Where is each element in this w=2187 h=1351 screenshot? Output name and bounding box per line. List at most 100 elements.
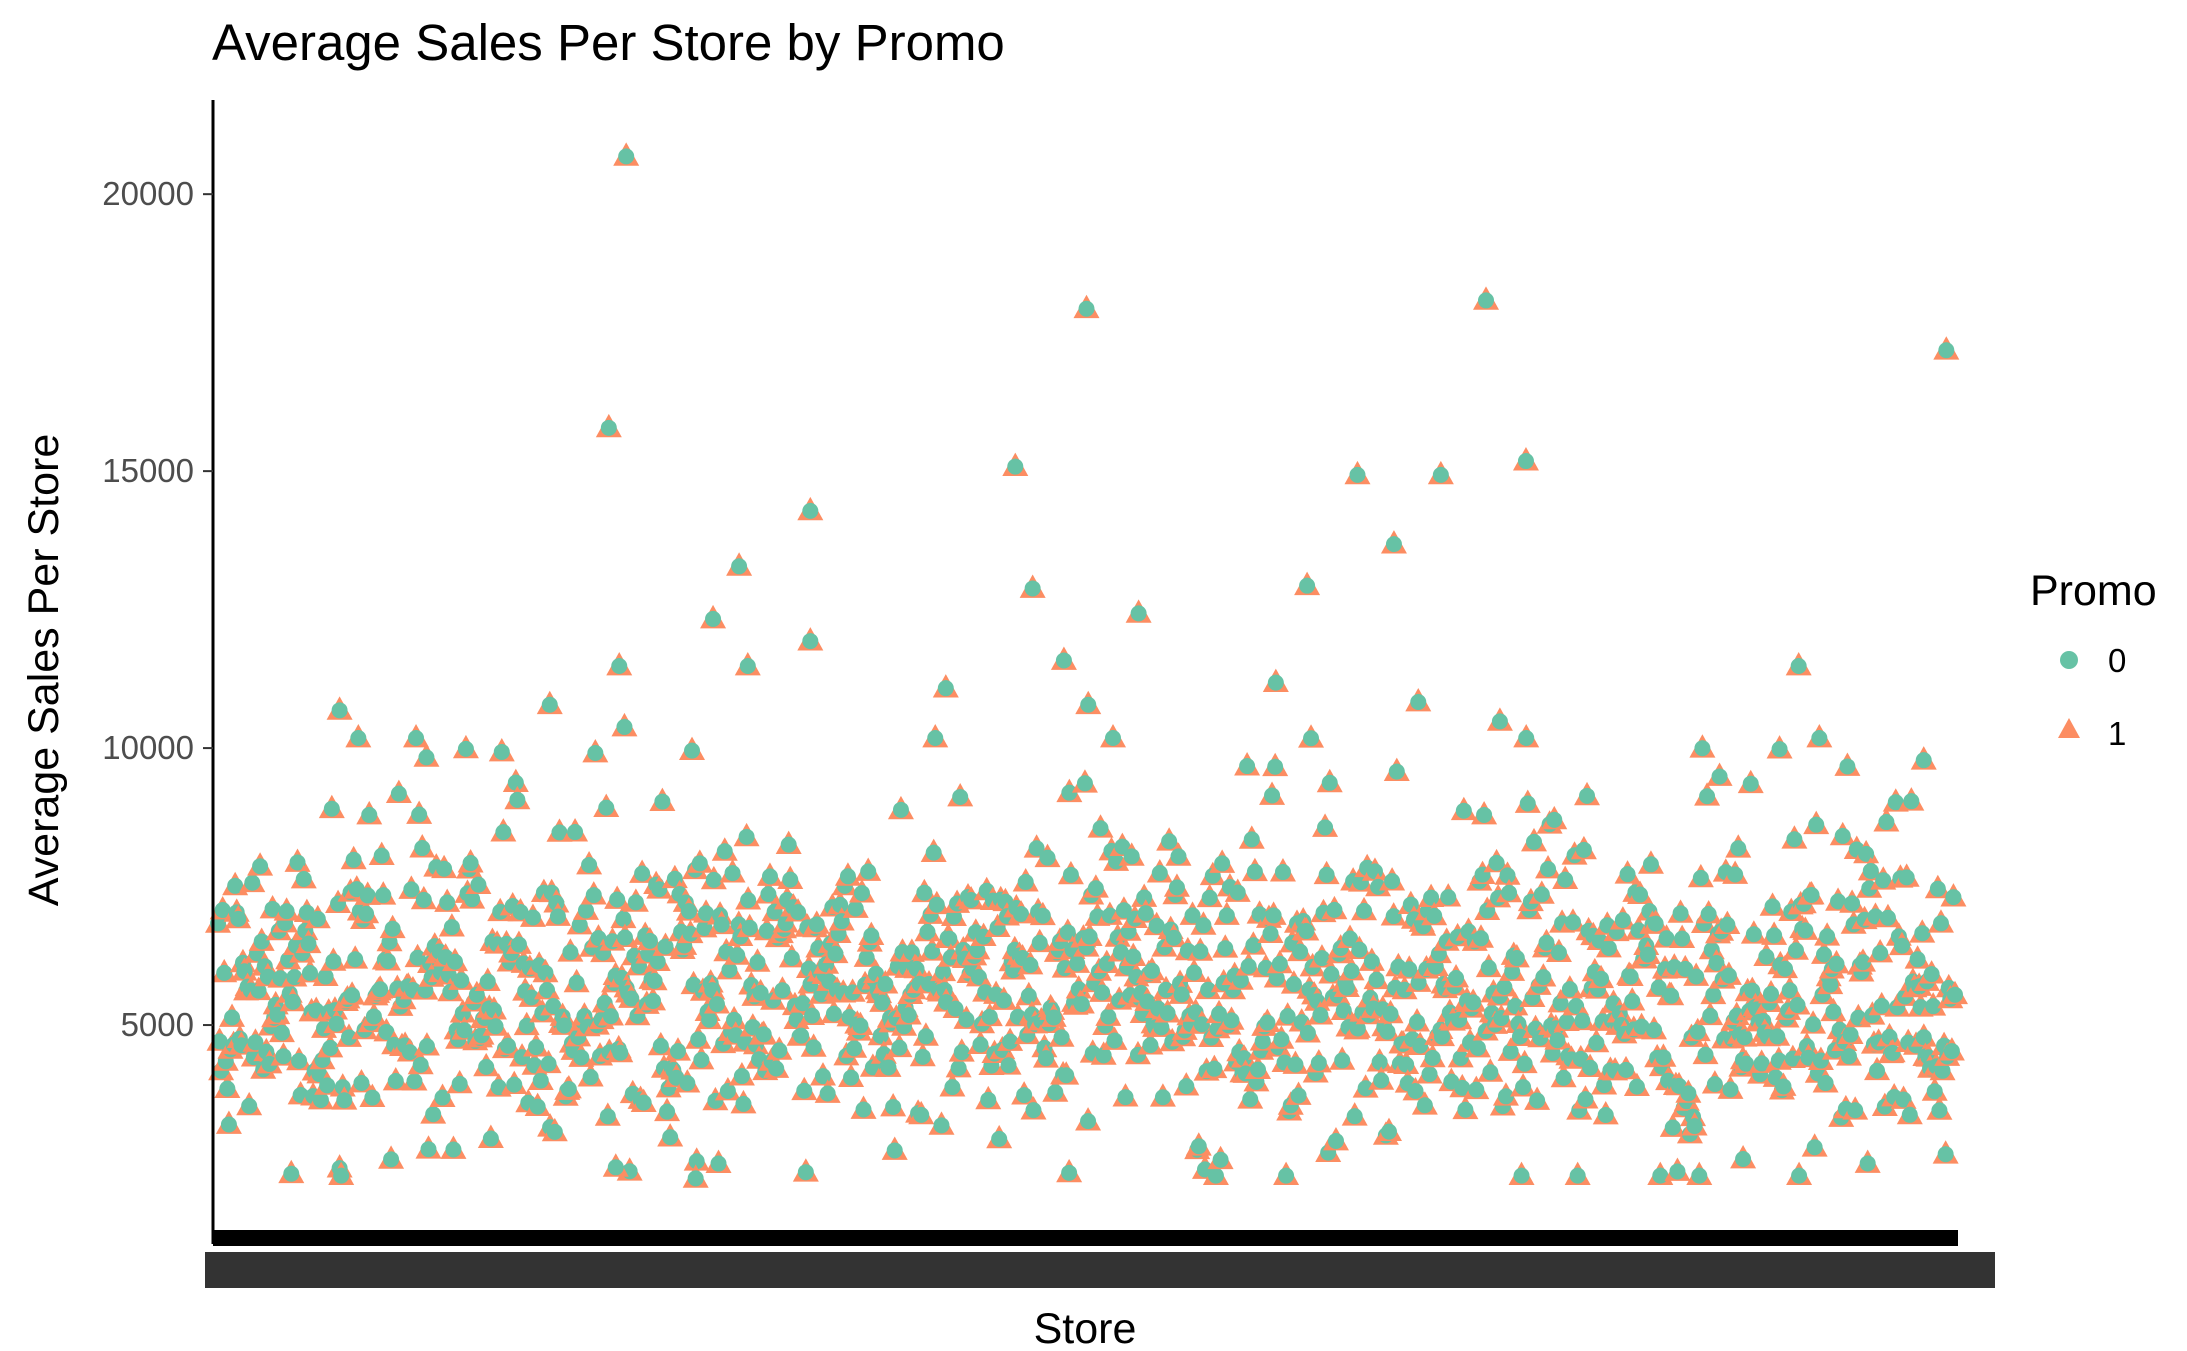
data-point-promo-0: [510, 936, 527, 953]
data-point-promo-0: [1624, 993, 1641, 1010]
data-point-promo-0: [1881, 1028, 1898, 1045]
data-point-promo-0: [1884, 1044, 1901, 1061]
data-point-promo-0: [1839, 758, 1856, 775]
data-point-promo-0: [1786, 831, 1803, 848]
data-point-promo-0: [309, 910, 326, 927]
data-point-promo-0: [524, 909, 541, 926]
data-point-promo-0: [1073, 996, 1090, 1013]
data-point-promo-0: [1700, 906, 1717, 923]
data-point-promo-0: [325, 953, 342, 970]
data-point-promo-0: [1290, 1087, 1307, 1104]
data-point-promo-0: [933, 1117, 950, 1134]
data-point-promo-0: [1448, 970, 1465, 987]
data-point-promo-0: [1440, 889, 1457, 906]
data-point-promo-0: [353, 1075, 370, 1092]
data-point-promo-0: [241, 1097, 258, 1114]
data-point-promo-0: [1007, 458, 1024, 475]
data-point-promo-0: [1735, 1150, 1752, 1167]
data-point-promo-0: [1432, 466, 1449, 483]
data-point-promo-0: [687, 1170, 704, 1187]
data-point-promo-0: [447, 953, 464, 970]
data-point-promo-0: [1370, 878, 1387, 895]
y-axis-title: Average Sales Per Store: [20, 434, 68, 906]
data-point-promo-0: [345, 851, 362, 868]
data-point-promo-0: [227, 877, 244, 894]
data-point-promo-0: [1016, 1087, 1033, 1104]
data-point-promo-0: [612, 1044, 629, 1061]
data-point-promo-0: [545, 998, 562, 1015]
data-point-promo-0: [1711, 768, 1728, 785]
data-point-promo-0: [868, 965, 885, 982]
data-point-promo-0: [487, 1018, 504, 1035]
data-point-promo-0: [794, 995, 811, 1012]
legend: Promo 0 1: [2030, 567, 2157, 752]
data-point-promo-0: [291, 1052, 308, 1069]
data-point-promo-0: [1039, 849, 1056, 866]
data-point-promo-0: [412, 1056, 429, 1073]
data-point-promo-0: [1356, 902, 1373, 919]
data-point-promo-0: [549, 908, 566, 925]
data-point-promo-0: [1115, 902, 1132, 919]
data-point-promo-0: [541, 696, 558, 713]
data-point-promo-0: [512, 903, 529, 920]
data-point-promo-0: [1159, 1005, 1176, 1022]
data-point-promo-0: [1343, 963, 1360, 980]
data-point-promo-0: [1895, 1091, 1912, 1108]
data-point-promo-0: [1564, 914, 1581, 931]
data-point-promo-0: [1893, 937, 1910, 954]
data-point-promo-0: [741, 919, 758, 936]
data-point-promo-0: [1025, 1102, 1042, 1119]
data-point-promo-0: [698, 905, 715, 922]
data-point-promo-0: [1457, 1101, 1474, 1118]
data-point-promo-0: [490, 1079, 507, 1096]
data-point-promo-0: [1278, 1167, 1295, 1184]
data-point-promo-0: [250, 982, 267, 999]
data-point-promo-0: [1901, 1106, 1918, 1123]
data-point-promo-0: [1326, 901, 1343, 918]
data-point-promo-0: [470, 876, 487, 893]
data-point-promo-0: [1271, 955, 1288, 972]
data-point-promo-0: [328, 1015, 345, 1032]
data-point-promo-0: [1212, 1151, 1229, 1168]
data-point-promo-0: [1214, 855, 1231, 872]
data-point-promo-0: [1519, 795, 1536, 812]
data-point-promo-0: [585, 887, 602, 904]
data-point-promo-0: [401, 1044, 418, 1061]
data-point-promo-0: [1781, 982, 1798, 999]
data-point-promo-0: [1766, 927, 1783, 944]
data-point-promo-0: [1028, 840, 1045, 857]
data-point-promo-0: [331, 702, 348, 719]
data-point-promo-0: [739, 658, 756, 674]
data-point-promo-0: [1465, 994, 1482, 1011]
data-point-promo-0: [1380, 1123, 1397, 1140]
data-point-promo-0: [1538, 934, 1555, 951]
data-point-promo-0: [1080, 696, 1097, 713]
data-point-promo-0: [1346, 1108, 1363, 1125]
data-point-promo-0: [1593, 970, 1610, 987]
data-point-promo-0: [729, 947, 746, 964]
data-point-promo-0: [1416, 1097, 1433, 1114]
data-point-promo-0: [1789, 997, 1806, 1014]
data-point-promo-0: [1496, 978, 1513, 995]
data-point-promo-0: [726, 1011, 743, 1028]
data-point-promo-0: [1410, 694, 1427, 711]
data-point-promo-0: [760, 886, 777, 903]
data-point-promo-0: [230, 910, 247, 927]
data-point-promo-0: [802, 502, 819, 519]
data-point-promo-0: [1388, 763, 1405, 780]
data-point-promo-0: [602, 1008, 619, 1025]
data-point-promo-0: [1206, 1060, 1223, 1077]
chart-title: Average Sales Per Store by Promo: [212, 14, 1005, 71]
data-point-promo-0: [443, 919, 460, 936]
data-point-promo-0: [802, 633, 819, 650]
data-point-promo-0: [1165, 929, 1182, 946]
data-point-promo-0: [1274, 864, 1291, 881]
data-point-promo-0: [634, 865, 651, 882]
data-point-promo-0: [825, 1005, 842, 1022]
data-point-promo-0: [420, 1141, 437, 1158]
data-point-promo-0: [1262, 925, 1279, 942]
data-point-promo-0: [493, 743, 510, 760]
data-point-promo-0: [1469, 1039, 1486, 1056]
data-point-promo-0: [1368, 971, 1385, 988]
